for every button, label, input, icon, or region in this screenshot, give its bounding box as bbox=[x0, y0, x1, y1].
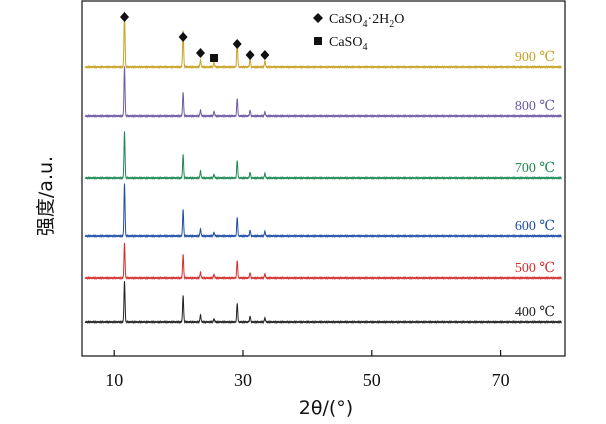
series-label-2: 700 ℃ bbox=[515, 161, 555, 176]
legend-square-icon bbox=[314, 37, 322, 45]
series-label-4: 500 ℃ bbox=[515, 261, 555, 276]
series-line-0 bbox=[84, 11, 562, 70]
x-tick-label: 30 bbox=[234, 370, 252, 390]
x-tick-label: 50 bbox=[363, 370, 381, 390]
peak-diamond-icon bbox=[195, 48, 205, 58]
series-label-0: 900 ℃ bbox=[515, 50, 555, 65]
series-label-5: 400 ℃ bbox=[515, 305, 555, 320]
peak-marker-layer bbox=[120, 12, 270, 62]
x-tick-label: 70 bbox=[492, 370, 510, 390]
peak-diamond-icon bbox=[232, 39, 242, 49]
x-axis-title: 2θ/(°) bbox=[299, 397, 353, 419]
series-label-3: 600 ℃ bbox=[515, 219, 555, 234]
x-tick-layer: 10 30 50 70 bbox=[105, 350, 510, 390]
series-line-4 bbox=[84, 242, 562, 281]
legend-item-anhydrite: CaSO4 bbox=[329, 35, 367, 53]
legend-diamond-icon bbox=[313, 13, 323, 23]
peak-square-icon bbox=[210, 54, 219, 62]
peak-diamond-icon bbox=[120, 12, 130, 22]
series-line-5 bbox=[84, 281, 562, 325]
peak-diamond-icon bbox=[178, 32, 188, 42]
plot-frame bbox=[81, 0, 566, 357]
legend-item-gypsum: CaSO4·2H2O bbox=[329, 12, 404, 30]
series-line-3 bbox=[84, 183, 562, 239]
series-line-2 bbox=[84, 131, 562, 181]
series-label-layer: 900 ℃ 800 ℃ 700 ℃ 600 ℃ 500 ℃ 400 ℃ bbox=[515, 50, 555, 320]
series-layer bbox=[84, 11, 562, 325]
series-label-1: 800 ℃ bbox=[515, 99, 555, 114]
peak-diamond-icon bbox=[260, 50, 270, 60]
y-axis-title: 强度/a.u. bbox=[35, 156, 57, 236]
x-tick-label: 10 bbox=[105, 370, 123, 390]
legend: CaSO4·2H2O CaSO4 bbox=[313, 12, 404, 53]
series-line-1 bbox=[84, 66, 562, 119]
peak-diamond-icon bbox=[245, 50, 255, 60]
